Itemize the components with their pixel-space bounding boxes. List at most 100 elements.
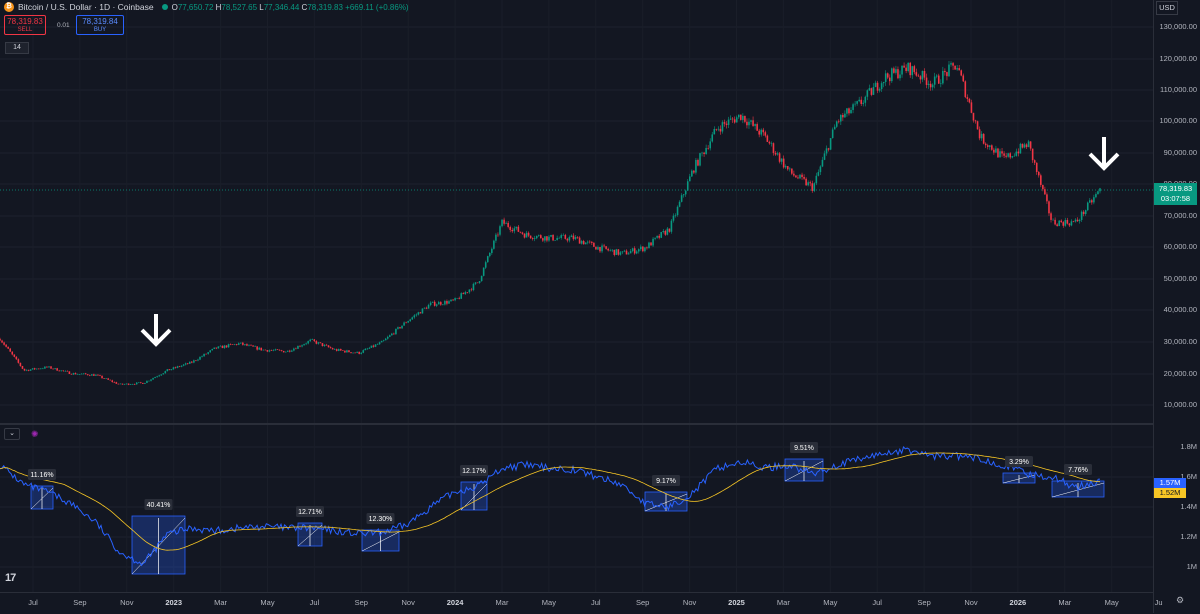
candle-body	[848, 108, 850, 114]
candle-body	[0, 338, 1, 341]
candle-body	[370, 345, 373, 348]
candle-body	[780, 158, 783, 162]
candle-body	[782, 158, 785, 168]
candle-body	[752, 120, 754, 126]
candle-body	[801, 174, 803, 177]
candle-body	[735, 117, 738, 123]
ohlc-high-value: 78,527.65	[221, 2, 258, 12]
time-tick-label: May	[260, 598, 275, 607]
candle-body	[80, 373, 83, 375]
candle-body	[733, 119, 736, 123]
candle-body	[495, 234, 497, 241]
candle-body	[995, 148, 997, 153]
candle-body	[999, 151, 1001, 158]
candle-body	[988, 145, 991, 147]
candle-body	[656, 235, 658, 238]
indicator-settings-icon[interactable]: ✺	[31, 429, 39, 439]
candle-body	[929, 83, 932, 88]
candle-body	[140, 382, 142, 384]
candle-body	[1046, 194, 1048, 202]
measure-percent-label: 12.30%	[369, 516, 393, 523]
candle-body	[974, 120, 977, 122]
candle-body	[844, 113, 846, 118]
candle-body	[356, 351, 358, 353]
candle-body	[364, 348, 367, 351]
currency-button[interactable]: USD	[1156, 1, 1178, 15]
candle-body	[646, 247, 648, 249]
indicator-count-toggle[interactable]: 14	[5, 42, 29, 54]
candle-body	[1070, 221, 1073, 226]
candle-body	[166, 369, 169, 372]
symbol-title[interactable]: Bitcoin / U.S. Dollar · 1D · Coinbase	[18, 2, 154, 12]
candle-body	[978, 129, 981, 139]
candle-body	[1099, 188, 1101, 192]
candle-body	[378, 342, 381, 345]
price-axis[interactable]: 130,000.00 120,000.00 110,000.00 100,000.00…	[1153, 0, 1200, 613]
symbol-header: ₿ Bitcoin / U.S. Dollar · 1D · Coinbase …	[4, 2, 409, 12]
candle-body	[958, 68, 960, 71]
chart-area[interactable]: 11.16% 40.41% 12.71% 12.30% 12.17% 9.17% 9.51%…	[0, 0, 1153, 592]
measure-diagonal	[460, 483, 488, 511]
candle-body	[886, 73, 889, 78]
candle-body	[160, 374, 163, 376]
candle-body	[284, 351, 287, 353]
candle-body	[499, 226, 501, 235]
candle-body	[397, 327, 399, 329]
time-tick-label: 2025	[728, 598, 745, 607]
candle-body	[158, 375, 160, 377]
measure-label-bg	[144, 499, 173, 510]
time-axis[interactable]: Jul Sep Nov 2023 Mar May Jul Sep Nov 2024 Mar May Ju…	[0, 592, 1163, 614]
candle-body	[425, 307, 428, 309]
candle-body	[372, 345, 375, 347]
collapse-pane-button[interactable]: ⌄	[4, 428, 20, 440]
candle-body	[454, 298, 456, 301]
candle-body	[715, 128, 718, 130]
candle-body	[31, 368, 34, 370]
candle-body	[201, 356, 203, 357]
candle-body	[821, 159, 824, 167]
candle-body	[264, 349, 267, 351]
candle-body	[321, 343, 324, 346]
time-tick-label: Sep	[636, 598, 650, 607]
candle-body	[399, 327, 401, 329]
candle-body	[991, 145, 993, 150]
candle-body	[707, 148, 709, 149]
candle-body	[548, 236, 550, 241]
candle-body	[1080, 211, 1083, 220]
time-tick-label: Jul	[309, 598, 320, 607]
candle-body	[760, 129, 763, 135]
candle-body	[1066, 219, 1069, 224]
candle-body	[384, 338, 387, 341]
candle-body	[1054, 219, 1056, 225]
measure-label-bg	[790, 442, 818, 453]
candle-body	[354, 352, 356, 354]
candle-body	[807, 182, 809, 186]
candle-body	[537, 235, 540, 236]
candle-body	[188, 361, 191, 364]
candle-body	[595, 246, 597, 250]
indicator-value-label: 1.57M	[1154, 478, 1186, 488]
time-tick-label: Sep	[354, 598, 368, 607]
sell-button[interactable]: 78,319.83 SELL	[4, 15, 46, 35]
candle-body	[307, 341, 309, 344]
candle-body	[1056, 224, 1058, 227]
time-tick-label: Mar	[214, 598, 228, 607]
sell-price: 78,319.83	[7, 17, 43, 26]
buy-button[interactable]: 78,319.84 BUY	[76, 15, 124, 35]
candle-body	[1076, 219, 1079, 222]
candle-body	[682, 194, 685, 196]
candle-body	[950, 63, 952, 65]
candle-body	[413, 315, 416, 318]
candle-body	[115, 382, 118, 384]
candle-body	[517, 226, 520, 232]
candle-body	[525, 232, 528, 238]
candle-body	[691, 170, 693, 177]
gear-icon[interactable]: ⚙	[1176, 595, 1185, 605]
candle-body	[466, 292, 469, 293]
candle-body	[270, 350, 273, 351]
candle-body	[1044, 189, 1046, 195]
candle-body	[529, 235, 532, 239]
candle-body	[313, 339, 316, 342]
candle-body	[968, 98, 971, 103]
candle-body	[1029, 141, 1032, 149]
